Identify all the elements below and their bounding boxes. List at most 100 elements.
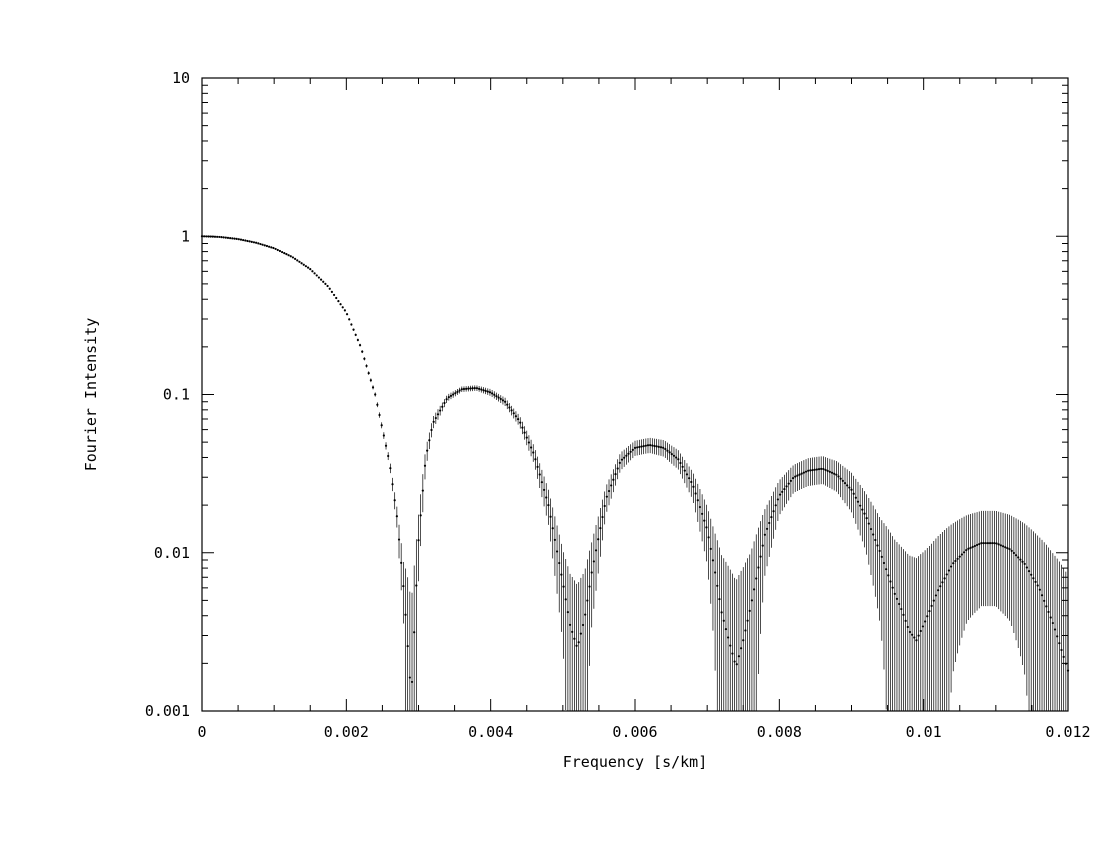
data-point: [874, 538, 877, 542]
data-point: [265, 244, 269, 248]
data-point: [696, 499, 699, 502]
data-point: [1040, 594, 1044, 597]
data-point: [932, 599, 935, 602]
x-tick-label: 0.01: [906, 723, 942, 741]
data-point: [274, 247, 277, 251]
data-point: [445, 398, 448, 401]
data-point: [482, 389, 485, 392]
data-point: [276, 248, 279, 252]
data-point: [714, 571, 717, 574]
data-point: [1043, 599, 1046, 602]
data-point: [850, 488, 853, 491]
data-point: [547, 504, 550, 507]
data-point: [508, 406, 511, 409]
data-point: [876, 544, 879, 547]
data-point: [627, 452, 630, 455]
data-point: [525, 436, 528, 439]
data-point: [311, 270, 314, 273]
data-point: [949, 565, 953, 568]
data-point: [222, 236, 225, 239]
data-point: [527, 441, 531, 444]
data-point: [501, 399, 505, 402]
data-point: [642, 445, 645, 448]
data-point: [720, 611, 723, 614]
data-point: [465, 387, 468, 390]
data-point: [538, 473, 541, 476]
data-point: [272, 246, 275, 250]
data-point: [261, 243, 264, 246]
data-point: [980, 542, 983, 545]
data-point: [592, 560, 595, 563]
data-point: [226, 236, 230, 239]
data-point: [1060, 648, 1063, 652]
data-point: [1012, 551, 1015, 555]
data-point: [1045, 605, 1048, 608]
data-point: [341, 306, 344, 309]
data-point: [313, 272, 316, 275]
data-point: [997, 543, 1000, 546]
data-point: [268, 245, 271, 248]
data-point: [744, 629, 747, 632]
data-point: [263, 244, 266, 247]
data-point: [820, 467, 823, 470]
data-point: [330, 290, 333, 293]
data-point: [655, 445, 658, 448]
data-point: [402, 584, 405, 588]
data-point: [835, 473, 838, 476]
data-point: [257, 242, 260, 245]
data-point: [778, 493, 782, 496]
data-point: [293, 257, 297, 260]
data-point: [1004, 546, 1007, 549]
data-point: [895, 597, 899, 601]
data-point: [848, 486, 851, 489]
data-point: [705, 526, 708, 529]
data-point: [480, 388, 483, 391]
data-point: [612, 478, 615, 481]
data-point: [900, 607, 903, 611]
data-point: [1058, 642, 1061, 645]
data-point: [971, 545, 974, 548]
data-point: [534, 458, 537, 461]
data-point: [958, 555, 961, 558]
data-point: [229, 237, 232, 240]
data-point: [631, 448, 634, 451]
data-point: [772, 510, 775, 513]
x-tick-label: 0.008: [757, 723, 802, 741]
data-point: [629, 450, 632, 453]
data-point: [449, 394, 453, 397]
data-point: [584, 613, 587, 616]
data-point: [761, 544, 764, 547]
data-point: [378, 413, 381, 417]
data-point: [817, 468, 821, 471]
data-point: [794, 475, 797, 478]
data-point: [545, 496, 548, 499]
data-point: [588, 585, 591, 588]
x-tick-label: 0.002: [324, 723, 369, 741]
data-point: [863, 512, 866, 515]
y-tick-label: 10: [172, 69, 190, 87]
data-point: [614, 473, 617, 476]
data-point: [371, 386, 375, 389]
data-point: [248, 240, 251, 243]
data-point: [1049, 616, 1052, 619]
data-point: [332, 293, 336, 297]
x-tick-label: 0.006: [612, 723, 657, 741]
data-point: [250, 240, 253, 243]
data-point: [755, 577, 758, 580]
data-point: [452, 393, 455, 396]
data-point: [856, 500, 860, 503]
data-point: [911, 633, 914, 636]
data-point: [478, 387, 481, 390]
data-point: [1032, 577, 1035, 580]
data-point: [389, 467, 392, 470]
data-point: [404, 613, 407, 616]
data-point: [690, 480, 693, 484]
data-point: [904, 619, 907, 623]
data-point: [380, 424, 383, 427]
data-point: [419, 514, 422, 517]
data-point: [415, 584, 418, 587]
data-point: [363, 357, 366, 360]
data-point: [1010, 549, 1013, 552]
data-point: [757, 566, 760, 569]
